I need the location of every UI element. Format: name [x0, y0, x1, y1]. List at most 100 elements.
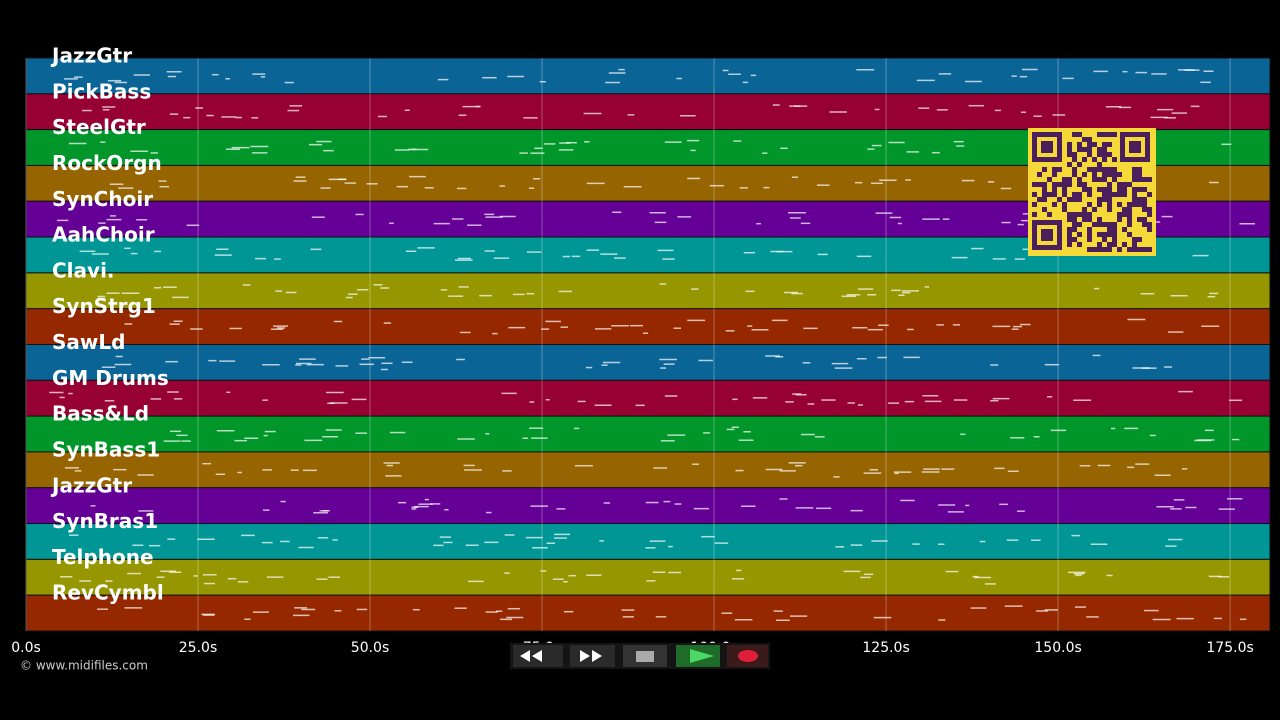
qr-module [1137, 202, 1142, 207]
track-label: AahChoir [52, 223, 155, 247]
qr-module [1102, 147, 1107, 152]
qr-module [1062, 192, 1067, 197]
qr-module [1112, 172, 1117, 177]
qr-module [1067, 242, 1072, 247]
qr-module [1052, 192, 1057, 197]
qr-module [1127, 217, 1132, 222]
qr-module [1097, 132, 1102, 137]
time-tick-label: 175.0s [1206, 640, 1253, 656]
track-row [25, 344, 1271, 381]
qr-code [1028, 128, 1156, 256]
qr-module [1102, 177, 1107, 182]
qr-module [1072, 167, 1077, 172]
qr-module [1082, 147, 1087, 152]
qr-module [1057, 182, 1062, 187]
qr-module [1062, 182, 1067, 187]
track-row [25, 415, 1271, 453]
qr-module [1067, 177, 1072, 182]
qr-module [1042, 192, 1047, 197]
qr-module [1097, 222, 1102, 227]
qr-module [1132, 202, 1137, 207]
track-row [25, 594, 1271, 632]
qr-module [1142, 207, 1147, 212]
fast-forward-button[interactable] [570, 645, 615, 667]
track-label: JazzGtr [50, 44, 132, 68]
qr-module [1102, 172, 1107, 177]
qr-module [1087, 202, 1092, 207]
qr-module [1102, 192, 1107, 197]
qr-module [1142, 187, 1147, 192]
qr-module [1062, 187, 1067, 192]
qr-module [1032, 192, 1037, 197]
qr-module [1117, 192, 1122, 197]
track-label: SawLd [52, 330, 125, 354]
stop-button[interactable] [623, 645, 667, 667]
qr-module [1072, 132, 1077, 137]
qr-module [1042, 167, 1047, 172]
qr-module [1112, 167, 1117, 172]
qr-module [1117, 187, 1122, 192]
qr-module [1077, 147, 1082, 152]
qr-module [1112, 237, 1117, 242]
track-label: PickBass [52, 79, 151, 103]
qr-module [1127, 212, 1132, 217]
qr-module [1052, 187, 1057, 192]
qr-module [1067, 227, 1072, 232]
qr-module [1067, 152, 1072, 157]
qr-module [1072, 222, 1077, 227]
qr-module [1117, 172, 1122, 177]
qr-module [1132, 247, 1137, 252]
track-row [25, 93, 1271, 131]
qr-module [1062, 202, 1067, 207]
qr-module [1117, 202, 1122, 207]
qr-module [1142, 177, 1147, 182]
qr-module [1072, 212, 1077, 217]
time-tick-label: 150.0s [1034, 640, 1081, 656]
track-label: Bass&Ld [52, 402, 149, 426]
qr-module [1147, 247, 1152, 252]
track-row [25, 57, 1271, 95]
qr-module [1142, 222, 1147, 227]
qr-module [1067, 162, 1072, 167]
qr-module [1082, 182, 1087, 187]
qr-module [1107, 202, 1112, 207]
track-row [25, 379, 1271, 417]
qr-module [1082, 212, 1087, 217]
qr-module [1122, 182, 1127, 187]
qr-module [1112, 227, 1117, 232]
play-button[interactable] [676, 645, 720, 667]
qr-module [1132, 242, 1137, 247]
qr-module [1072, 152, 1077, 157]
qr-module [1102, 167, 1107, 172]
track-label: SynBass1 [52, 437, 160, 461]
qr-module [1062, 207, 1067, 212]
qr-module [1062, 177, 1067, 182]
qr-module [1052, 202, 1057, 207]
qr-module [1112, 232, 1117, 237]
qr-module [1072, 217, 1077, 222]
qr-module [1132, 237, 1137, 242]
qr-module [1087, 192, 1092, 197]
rewind-button[interactable] [513, 645, 563, 667]
qr-module [1142, 217, 1147, 222]
qr-module [1107, 247, 1112, 252]
qr-module [1132, 172, 1137, 177]
qr-module [1137, 247, 1142, 252]
qr-module [1082, 187, 1087, 192]
qr-module [1087, 142, 1092, 147]
track-label: GM Drums [52, 366, 169, 390]
qr-module [1052, 172, 1057, 177]
qr-module [1087, 232, 1092, 237]
qr-module [1102, 197, 1107, 202]
qr-module [1127, 182, 1132, 187]
qr-module [1047, 177, 1052, 182]
qr-module [1087, 212, 1092, 217]
qr-module [1107, 232, 1112, 237]
qr-module [1077, 242, 1082, 247]
record-button[interactable] [727, 645, 768, 667]
qr-module [1112, 222, 1117, 227]
qr-module [1107, 207, 1112, 212]
qr-module [1067, 212, 1072, 217]
